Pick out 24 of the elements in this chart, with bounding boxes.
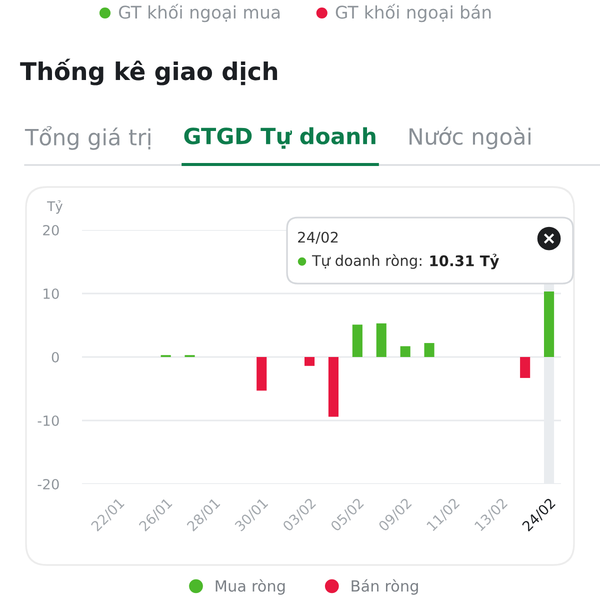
- bar: [520, 357, 530, 378]
- bar: [304, 357, 315, 366]
- bar: [328, 357, 339, 417]
- text: GT khối ngoại mua: [118, 4, 280, 22]
- y-tick-label: 0: [52, 352, 59, 362]
- y-axis-title: Tỷ: [47, 200, 63, 214]
- bar: [424, 343, 434, 357]
- text: GTGD Tự doanh: [184, 127, 376, 149]
- annotation: 24/02 Tự doanh ròng: 10.31 Tỷ: [298, 232, 500, 270]
- text: Tổng giá trị: [24, 126, 150, 150]
- bar: [544, 292, 554, 357]
- bar: [376, 323, 386, 357]
- legend-label: Bán ròng: [352, 579, 418, 595]
- y-tick-label: 20: [43, 224, 59, 236]
- text: GT khối ngoại bán: [336, 4, 491, 22]
- bar: [400, 346, 410, 357]
- y-tick-label: -10: [38, 415, 59, 426]
- text: Nước ngoài: [410, 126, 530, 150]
- y-tick-label: -20: [38, 478, 59, 490]
- bar: [352, 324, 362, 357]
- bar: [256, 357, 267, 391]
- chart-title: Thống kê giao dịch: [20, 58, 278, 86]
- y-tick-label: 10: [44, 288, 59, 299]
- legend-label: Mua ròng: [216, 579, 285, 595]
